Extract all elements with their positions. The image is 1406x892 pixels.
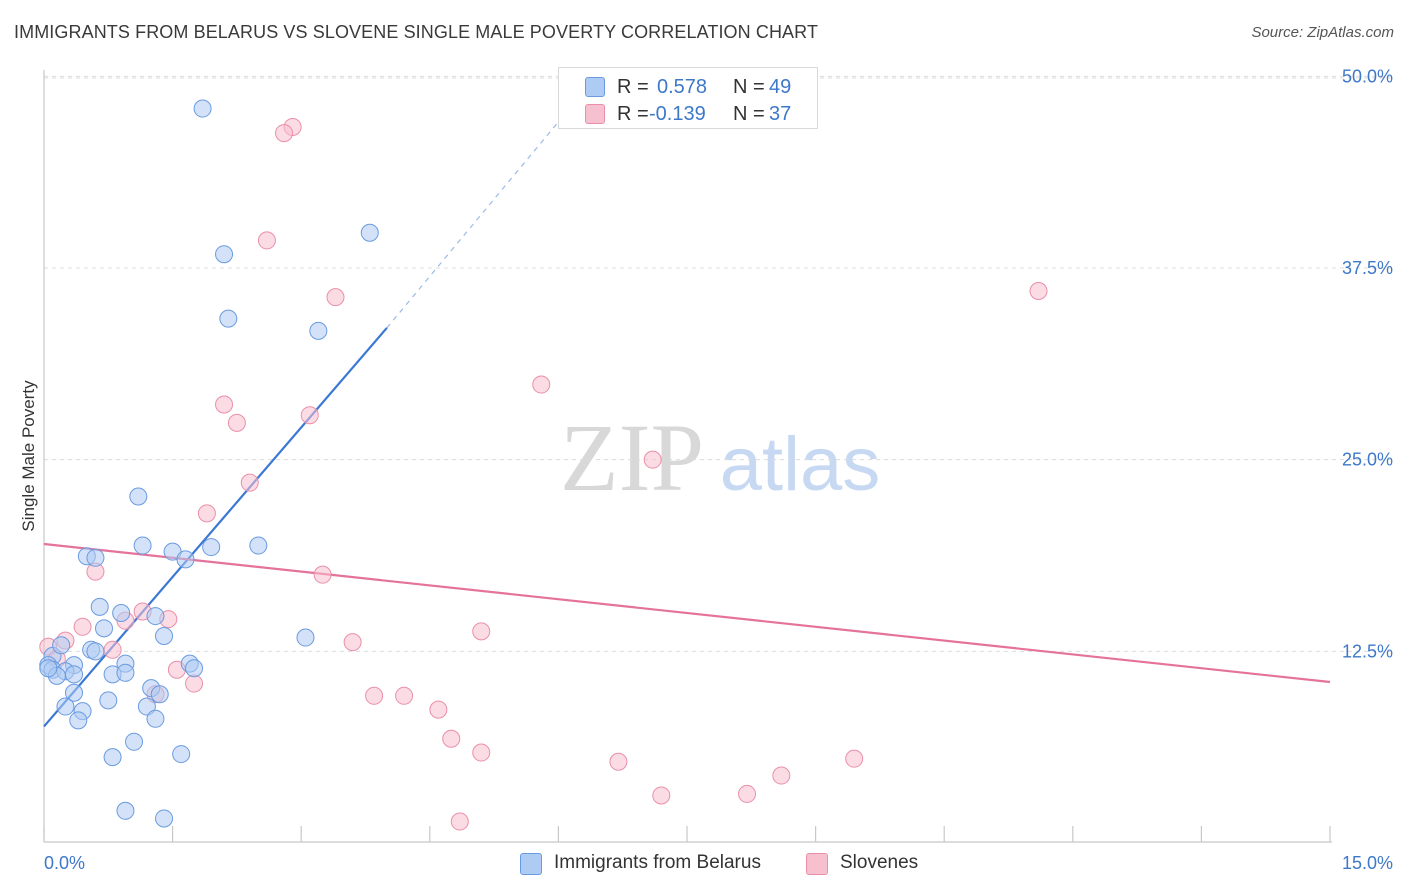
slovenes-point <box>395 686 414 705</box>
slovenes-point <box>227 413 246 432</box>
slovenes-point <box>73 617 92 636</box>
legend-n-value-belarus: 49 <box>769 76 792 98</box>
belarus-point <box>176 550 195 569</box>
y-axis-label: Single Male Poverty <box>19 380 38 532</box>
belarus-point <box>86 548 105 567</box>
belarus-trend-extension <box>386 111 568 329</box>
belarus-point <box>69 711 88 730</box>
slovenes-point <box>300 406 319 425</box>
belarus-point <box>39 659 58 678</box>
belarus-point <box>116 801 135 820</box>
legend-r-label: R = <box>617 103 649 125</box>
belarus-point <box>86 642 105 661</box>
belarus-point <box>133 536 152 555</box>
belarus-point <box>296 628 315 647</box>
belarus-point <box>155 627 174 646</box>
belarus-point <box>146 607 165 626</box>
belarus-point <box>360 223 379 242</box>
slovenes-point <box>103 640 122 659</box>
belarus-point <box>202 538 221 557</box>
bottom-legend-swatch-belarus <box>520 853 542 875</box>
belarus-point <box>90 597 109 616</box>
bottom-legend-label-slovenes: Slovenes <box>840 852 919 873</box>
legend-n-label: N = <box>733 76 765 98</box>
legend-r-label: R = <box>617 76 649 98</box>
belarus-point <box>215 245 234 264</box>
belarus-point <box>52 636 71 655</box>
slovenes-point <box>643 450 662 469</box>
belarus-point <box>103 748 122 767</box>
slovenes-point <box>275 124 294 143</box>
slovenes-point <box>185 674 204 693</box>
legend-swatch-belarus <box>585 77 605 97</box>
x-tick-label: 15.0% <box>1342 853 1393 873</box>
y-tick-label: 12.5% <box>1342 641 1393 661</box>
bottom-legend-swatch-slovenes <box>806 853 828 875</box>
belarus-point <box>99 691 118 710</box>
belarus-point <box>193 99 212 118</box>
belarus-point <box>137 697 156 716</box>
slovenes-point <box>240 473 259 492</box>
belarus-point <box>249 536 268 555</box>
belarus-point <box>56 697 75 716</box>
slovenes-point <box>472 622 491 641</box>
belarus-point <box>146 709 165 728</box>
belarus-point <box>116 663 135 682</box>
belarus-point <box>129 487 148 506</box>
belarus-point <box>65 683 84 702</box>
legend-n-value-slovenes: 37 <box>769 103 792 125</box>
slovenes-point <box>429 700 448 719</box>
slovenes-point <box>652 786 671 805</box>
belarus-trend-line <box>43 327 388 728</box>
bottom-legend-label-belarus: Immigrants from Belarus <box>554 852 761 873</box>
slovenes-point <box>1029 282 1048 301</box>
chart-title: IMMIGRANTS FROM BELARUS VS SLOVENE SINGL… <box>14 22 819 42</box>
legend-n-label: N = <box>733 103 765 125</box>
slovenes-point <box>343 633 362 652</box>
slovenes-point <box>845 749 864 768</box>
y-tick-label: 37.5% <box>1342 258 1393 278</box>
belarus-point <box>185 659 204 678</box>
slovenes-point <box>313 565 332 584</box>
watermark-atlas: atlas <box>720 422 881 507</box>
belarus-point <box>172 745 191 764</box>
slovenes-point <box>450 812 469 831</box>
correlation-legend: R = 0.578 N = 49 R = -0.139 N = 37 <box>558 67 818 129</box>
slovenes-point <box>442 729 461 748</box>
legend-r-value-slovenes: -0.139 <box>649 103 706 125</box>
slovenes-point <box>738 784 757 803</box>
legend-r-value-belarus: 0.578 <box>657 76 708 98</box>
slovenes-point <box>609 752 628 771</box>
x-tick-label: 0.0% <box>44 853 85 873</box>
slovenes-point <box>197 504 216 523</box>
belarus-point <box>219 309 238 328</box>
belarus-point <box>309 321 328 340</box>
belarus-point <box>112 604 131 623</box>
legend-swatch-slovenes <box>585 104 605 124</box>
slovenes-point <box>365 686 384 705</box>
slovenes-point <box>326 288 345 307</box>
y-tick-label: 25.0% <box>1342 450 1393 470</box>
belarus-point <box>95 619 114 638</box>
slovenes-point <box>772 766 791 785</box>
belarus-point <box>65 665 84 684</box>
y-tick-label: 50.0% <box>1342 66 1393 86</box>
slovenes-point <box>472 743 491 762</box>
slovenes-point <box>532 375 551 394</box>
watermark-zip: ZIP <box>560 404 704 511</box>
belarus-point <box>155 809 174 828</box>
belarus-point <box>125 732 144 751</box>
chart-source: Source: ZipAtlas.com <box>1251 24 1394 41</box>
slovenes-trend-line <box>43 542 1331 684</box>
slovenes-point <box>257 231 276 250</box>
belarus-point <box>150 685 169 704</box>
slovenes-point <box>215 395 234 414</box>
